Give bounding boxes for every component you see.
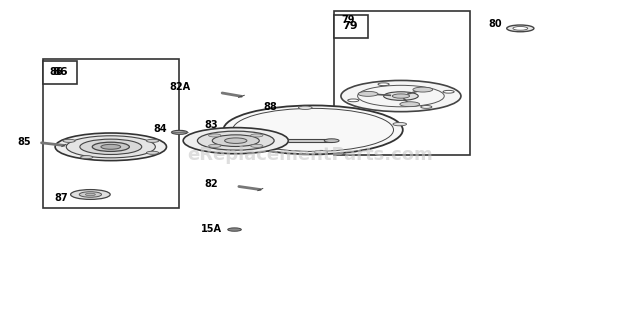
Ellipse shape	[101, 144, 121, 149]
Text: 79: 79	[342, 15, 355, 25]
Ellipse shape	[63, 139, 75, 142]
Ellipse shape	[507, 25, 534, 32]
Ellipse shape	[250, 134, 263, 137]
Ellipse shape	[378, 83, 389, 86]
Bar	[334, 11, 469, 154]
Ellipse shape	[400, 102, 420, 107]
Text: 82A: 82A	[169, 83, 191, 92]
Ellipse shape	[172, 130, 187, 134]
Ellipse shape	[79, 192, 102, 197]
Ellipse shape	[228, 228, 241, 231]
Text: 80: 80	[489, 19, 502, 29]
Ellipse shape	[92, 142, 130, 151]
Ellipse shape	[393, 122, 407, 126]
Ellipse shape	[443, 90, 454, 93]
Ellipse shape	[146, 139, 159, 142]
Bar	[43, 59, 179, 208]
Text: 85: 85	[17, 137, 31, 147]
Ellipse shape	[71, 190, 110, 199]
Bar	[43, 61, 77, 84]
Ellipse shape	[80, 139, 142, 154]
Ellipse shape	[358, 91, 378, 96]
Text: 86: 86	[52, 67, 68, 77]
Text: 88: 88	[263, 102, 277, 112]
Ellipse shape	[348, 99, 359, 102]
Ellipse shape	[208, 144, 221, 147]
Ellipse shape	[384, 92, 418, 100]
Ellipse shape	[55, 133, 167, 161]
Ellipse shape	[513, 27, 528, 30]
Ellipse shape	[86, 193, 95, 196]
Ellipse shape	[341, 80, 461, 112]
Text: 83: 83	[205, 120, 218, 130]
Ellipse shape	[324, 139, 339, 142]
Ellipse shape	[421, 106, 432, 108]
Text: 87: 87	[54, 193, 68, 203]
Ellipse shape	[298, 106, 312, 109]
Ellipse shape	[224, 138, 247, 143]
Ellipse shape	[212, 135, 259, 146]
Ellipse shape	[250, 144, 263, 147]
Bar	[334, 15, 368, 38]
Text: 82: 82	[204, 179, 218, 189]
Text: 15A: 15A	[200, 224, 221, 234]
Ellipse shape	[314, 150, 328, 154]
Ellipse shape	[413, 87, 433, 92]
Ellipse shape	[223, 105, 403, 154]
Ellipse shape	[81, 156, 93, 159]
Ellipse shape	[208, 134, 221, 137]
Ellipse shape	[197, 131, 274, 150]
Ellipse shape	[183, 128, 288, 154]
Text: 79: 79	[343, 21, 358, 31]
Ellipse shape	[392, 94, 410, 98]
Text: 84: 84	[154, 124, 167, 134]
Ellipse shape	[218, 132, 231, 135]
Bar	[288, 139, 332, 142]
Ellipse shape	[146, 151, 159, 154]
Text: eReplacementParts.com: eReplacementParts.com	[187, 146, 433, 163]
Text: 86: 86	[50, 67, 63, 77]
Ellipse shape	[232, 108, 394, 151]
Ellipse shape	[66, 136, 156, 158]
